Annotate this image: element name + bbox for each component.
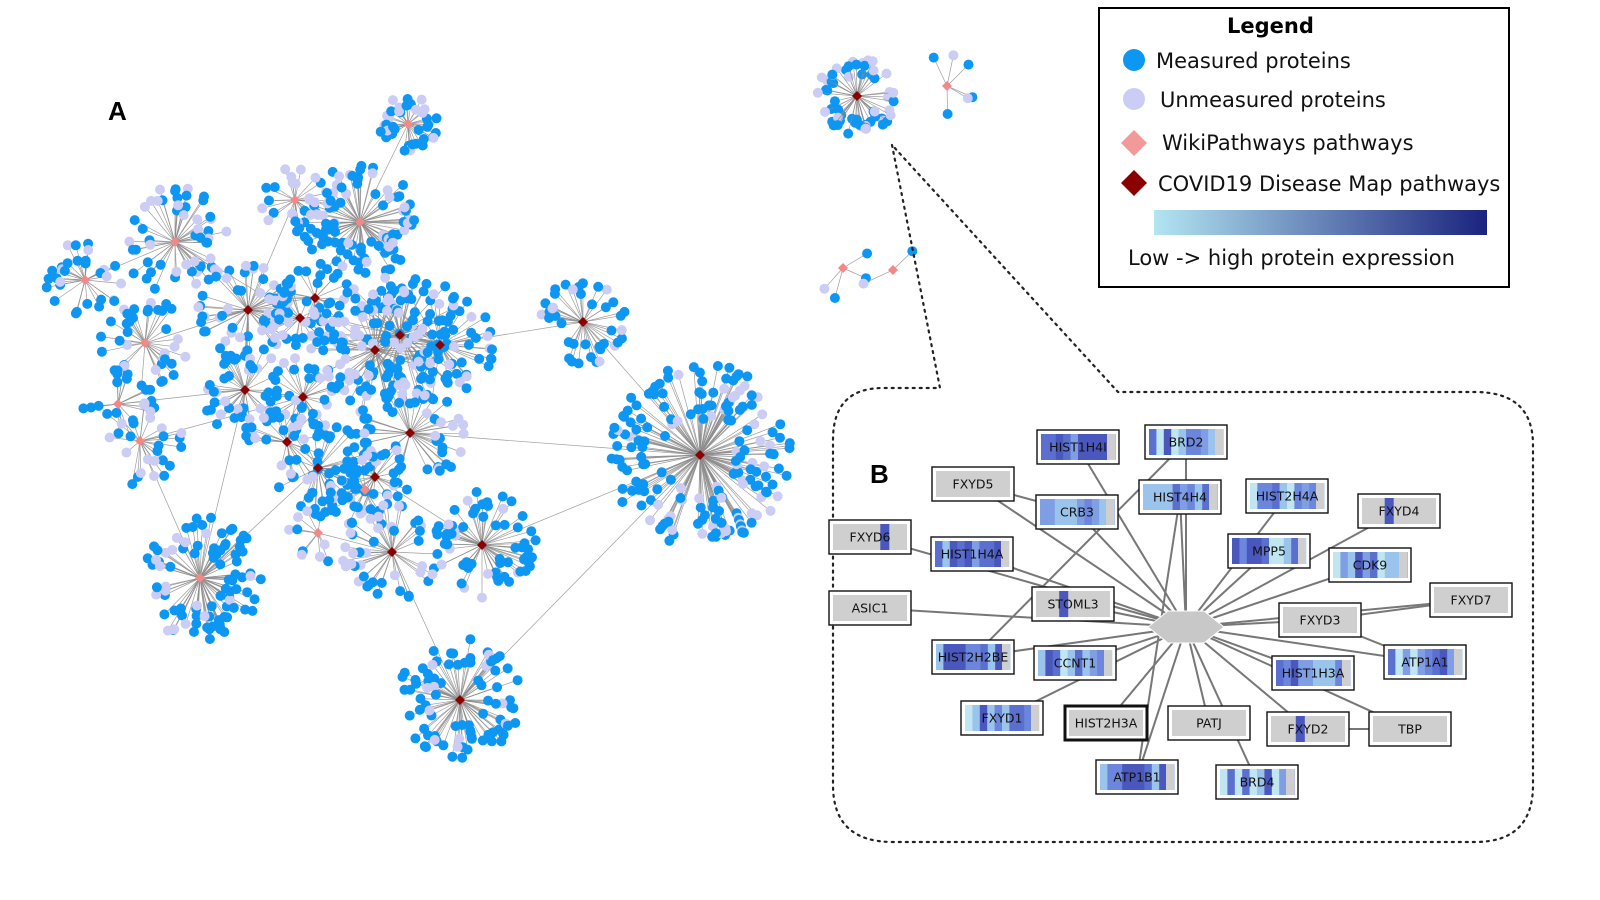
gene-label: PATJ — [1196, 716, 1222, 731]
legend-item-unmeasured: Unmeasured proteins — [1160, 88, 1386, 112]
wikipathways-swatch — [1121, 130, 1147, 156]
gene-label: CDK9 — [1353, 558, 1388, 573]
gene-node-fxyd4: FXYD4 — [1357, 493, 1441, 529]
gene-node-crb3: CRB3 — [1035, 494, 1119, 530]
legend-item-wikipathways: WikiPathways pathways — [1162, 131, 1414, 155]
legend-title: Legend — [1227, 14, 1314, 38]
gene-label: TBP — [1397, 722, 1422, 737]
gene-label: ASIC1 — [852, 601, 889, 616]
panel-label-b: B — [870, 459, 889, 489]
gene-label: HIST1H3A — [1282, 666, 1345, 681]
gene-label: HIST4H4 — [1153, 490, 1207, 505]
gene-label: HIST2H3A — [1075, 716, 1138, 731]
gene-label: HIST2H4A — [1256, 489, 1319, 504]
gene-label: FXYD5 — [953, 477, 994, 492]
pathway-hub-node — [1147, 610, 1225, 644]
gene-node-patj: PATJ — [1167, 705, 1251, 741]
gene-node-hist1h4i: HIST1H4I — [1036, 429, 1120, 465]
unmeasured-protein-swatch — [1123, 88, 1145, 110]
gene-node-hist2h2be: HIST2H2BE — [931, 639, 1015, 675]
gene-label: HIST2H2BE — [938, 650, 1009, 665]
gene-node-mpp5: MPP5 — [1227, 533, 1311, 569]
small-subnetworks — [812, 50, 978, 303]
gene-label: FXYD3 — [1300, 613, 1341, 628]
gene-label: ATP1B1 — [1113, 770, 1160, 785]
covid-map-swatch — [1121, 170, 1147, 196]
gene-node-ccnt1: CCNT1 — [1033, 645, 1117, 681]
gene-label: FXYD2 — [1288, 722, 1329, 737]
gene-label: BRD4 — [1240, 775, 1275, 790]
gene-label: ATP1A1 — [1401, 655, 1448, 670]
gene-node-hist1h4a: HIST1H4A — [930, 536, 1014, 572]
gene-node-brd2: BRD2 — [1144, 424, 1228, 460]
gene-label: HIST1H4I — [1049, 440, 1107, 455]
gene-label: FXYD1 — [982, 711, 1023, 726]
measured-protein-swatch — [1123, 49, 1145, 71]
gene-node-stoml3: STOML3 — [1031, 586, 1115, 622]
gene-label: STOML3 — [1047, 597, 1098, 612]
gene-node-fxyd5: FXYD5 — [931, 466, 1015, 502]
gene-node-hist1h3a: HIST1H3A — [1271, 655, 1355, 691]
network-panel-a — [41, 94, 795, 763]
gene-label: MPP5 — [1252, 544, 1286, 559]
gene-node-fxyd3: FXYD3 — [1278, 602, 1362, 638]
gene-node-tbp: TBP — [1368, 711, 1452, 747]
gene-label: HIST1H4A — [941, 547, 1004, 562]
gene-label: CCNT1 — [1054, 656, 1096, 671]
legend-item-covid-map: COVID19 Disease Map pathways — [1158, 172, 1500, 196]
gene-label: CRB3 — [1060, 505, 1094, 520]
expression-gradient-bar — [1154, 210, 1487, 235]
network-a-nodes — [41, 94, 795, 763]
gene-node-fxyd1: FXYD1 — [960, 700, 1044, 736]
gene-label: FXYD7 — [1451, 593, 1492, 608]
subnetwork-b-genes: HIST1H4I BRD2 FXYD5 CRB3 HIST4H4 HIST2H4A FXYD… — [828, 424, 1513, 800]
gene-node-hist4h4: HIST4H4 — [1138, 479, 1222, 515]
panel-label-a: A — [108, 96, 127, 126]
callout-outline — [831, 141, 1535, 844]
gene-node-fxyd2: FXYD2 — [1266, 711, 1350, 747]
gene-node-fxyd6: FXYD6 — [828, 519, 912, 555]
gene-node-atp1b1: ATP1B1 — [1095, 759, 1179, 795]
legend-item-measured: Measured proteins — [1156, 49, 1351, 73]
gene-node-brd4: BRD4 — [1215, 764, 1299, 800]
gene-label: FXYD4 — [1379, 504, 1420, 519]
gene-node-asic1: ASIC1 — [828, 590, 912, 626]
gene-node-hist2h4a: HIST2H4A — [1245, 478, 1329, 514]
subnetwork-panel-b: HIST1H4I BRD2 FXYD5 CRB3 HIST4H4 HIST2H4A FXYD… — [828, 424, 1513, 800]
gene-label: BRD2 — [1169, 435, 1204, 450]
gene-label: FXYD6 — [850, 530, 891, 545]
gene-node-fxyd7: FXYD7 — [1429, 582, 1513, 618]
gene-node-atp1a1: ATP1A1 — [1383, 644, 1467, 680]
legend-gradient-caption: Low -> high protein expression — [1128, 246, 1455, 270]
legend: Legend Measured proteins Unmeasured prot… — [1098, 7, 1510, 288]
gene-node-cdk9: CDK9 — [1328, 547, 1412, 583]
gene-node-hist2h3a: HIST2H3A — [1063, 704, 1149, 742]
